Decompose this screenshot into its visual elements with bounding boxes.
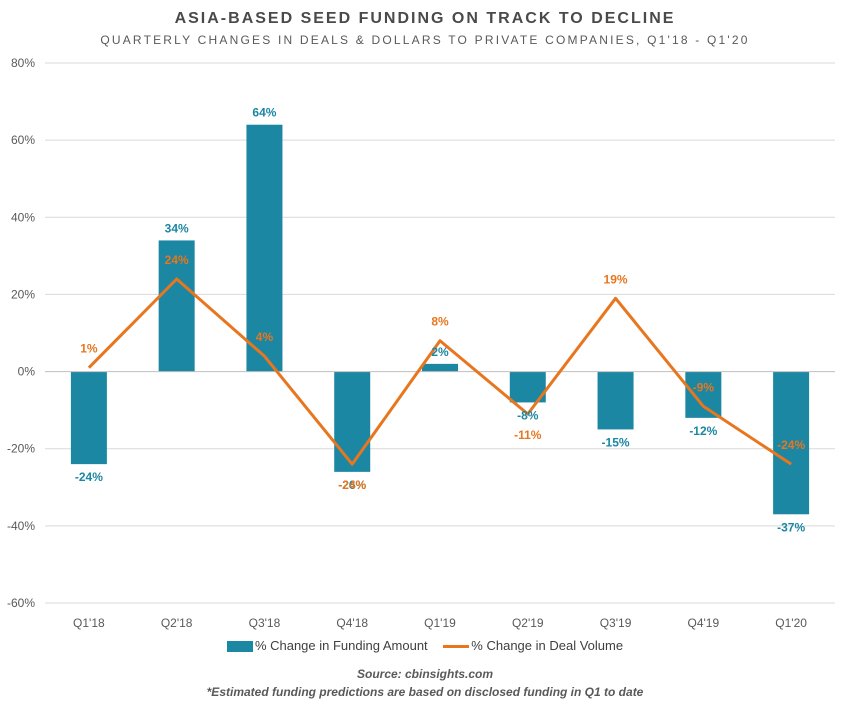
y-tick-label: 40% <box>11 210 35 224</box>
x-axis-ticks: Q1'18 Q2'18 Q3'18 Q4'18 Q1'19 Q2'19 Q3'19 Q4'19… <box>73 616 807 630</box>
x-tick-label: Q2'18 <box>161 616 193 630</box>
y-tick-label: -20% <box>7 442 35 456</box>
deal-volume-data-label: 1% <box>80 342 98 356</box>
x-tick-label: Q4'19 <box>688 616 720 630</box>
y-tick-label: -40% <box>7 519 35 533</box>
x-tick-label: Q4'18 <box>336 616 368 630</box>
y-tick-label: 80% <box>11 56 35 70</box>
chart-title: ASIA-BASED SEED FUNDING ON TRACK TO DECL… <box>174 10 676 27</box>
y-tick-label: 0% <box>18 365 36 379</box>
data-labels: -24% 34% 64% -26% 2% -8% -15% -12% -37% 1% 24% 4% -2… <box>75 106 806 535</box>
x-tick-label: Q1'19 <box>424 616 456 630</box>
legend-label-deal-volume: % Change in Deal Volume <box>471 638 624 654</box>
y-axis-ticks: -60% -40% -20% 0% 20% 40% 60% 80% <box>7 56 35 610</box>
funding-data-label: 34% <box>165 221 189 235</box>
source-text: Source: cbinsights.com <box>356 667 494 681</box>
y-tick-label: -60% <box>7 596 35 610</box>
funding-data-label: 2% <box>431 345 449 359</box>
deal-volume-data-label: -11% <box>514 428 542 442</box>
funding-bar[interactable] <box>158 240 195 372</box>
y-tick-label: 20% <box>11 287 35 301</box>
x-tick-label: Q1'18 <box>73 616 105 630</box>
funding-bar[interactable] <box>597 371 634 430</box>
funding-data-label: 64% <box>252 106 276 120</box>
deal-volume-data-label: -9% <box>693 380 715 394</box>
x-tick-label: Q3'18 <box>249 616 281 630</box>
legend-item-funding[interactable]: % Change in Funding Amount <box>226 638 428 654</box>
gridlines <box>45 62 835 604</box>
x-tick-label: Q1'20 <box>775 616 807 630</box>
deal-volume-data-label: -24% <box>338 478 366 492</box>
funding-bar[interactable] <box>773 371 810 515</box>
legend: % Change in Funding Amount % Change in D… <box>0 637 850 653</box>
legend-item-deal-volume[interactable]: % Change in Deal Volume <box>443 638 623 653</box>
funding-bar[interactable] <box>70 371 107 465</box>
funding-bar[interactable] <box>334 371 371 472</box>
footnote-text: *Estimated funding predictions are based… <box>206 685 644 699</box>
funding-data-label: -12% <box>689 424 717 438</box>
deal-volume-data-label: -24% <box>777 438 805 452</box>
x-tick-label: Q2'19 <box>512 616 544 630</box>
legend-swatch-deal-volume <box>443 645 470 649</box>
y-tick-label: 60% <box>11 133 35 147</box>
deal-volume-data-label: 19% <box>604 272 628 286</box>
deal-volume-polyline[interactable] <box>87 277 792 466</box>
deal-volume-data-label: 4% <box>256 330 274 344</box>
funding-data-label: -8% <box>517 408 539 422</box>
deal-volume-line <box>87 277 792 466</box>
funding-data-label: -26% <box>338 478 366 492</box>
funding-bar[interactable] <box>422 363 458 372</box>
x-tick-label: Q3'19 <box>600 616 632 630</box>
funding-bar[interactable] <box>246 124 283 372</box>
chart-subtitle: QUARTERLY CHANGES IN DEALS & DOLLARS TO … <box>100 33 750 47</box>
funding-data-label: -24% <box>75 470 103 484</box>
legend-label-funding: % Change in Funding Amount <box>254 638 428 654</box>
deal-volume-data-label: 24% <box>165 253 189 267</box>
funding-data-label: -15% <box>602 435 630 449</box>
funding-data-label: -37% <box>777 520 805 534</box>
legend-swatch-funding <box>226 641 253 653</box>
funding-bar[interactable] <box>685 371 722 418</box>
funding-bars <box>70 124 810 515</box>
deal-volume-data-label: 8% <box>431 315 449 329</box>
